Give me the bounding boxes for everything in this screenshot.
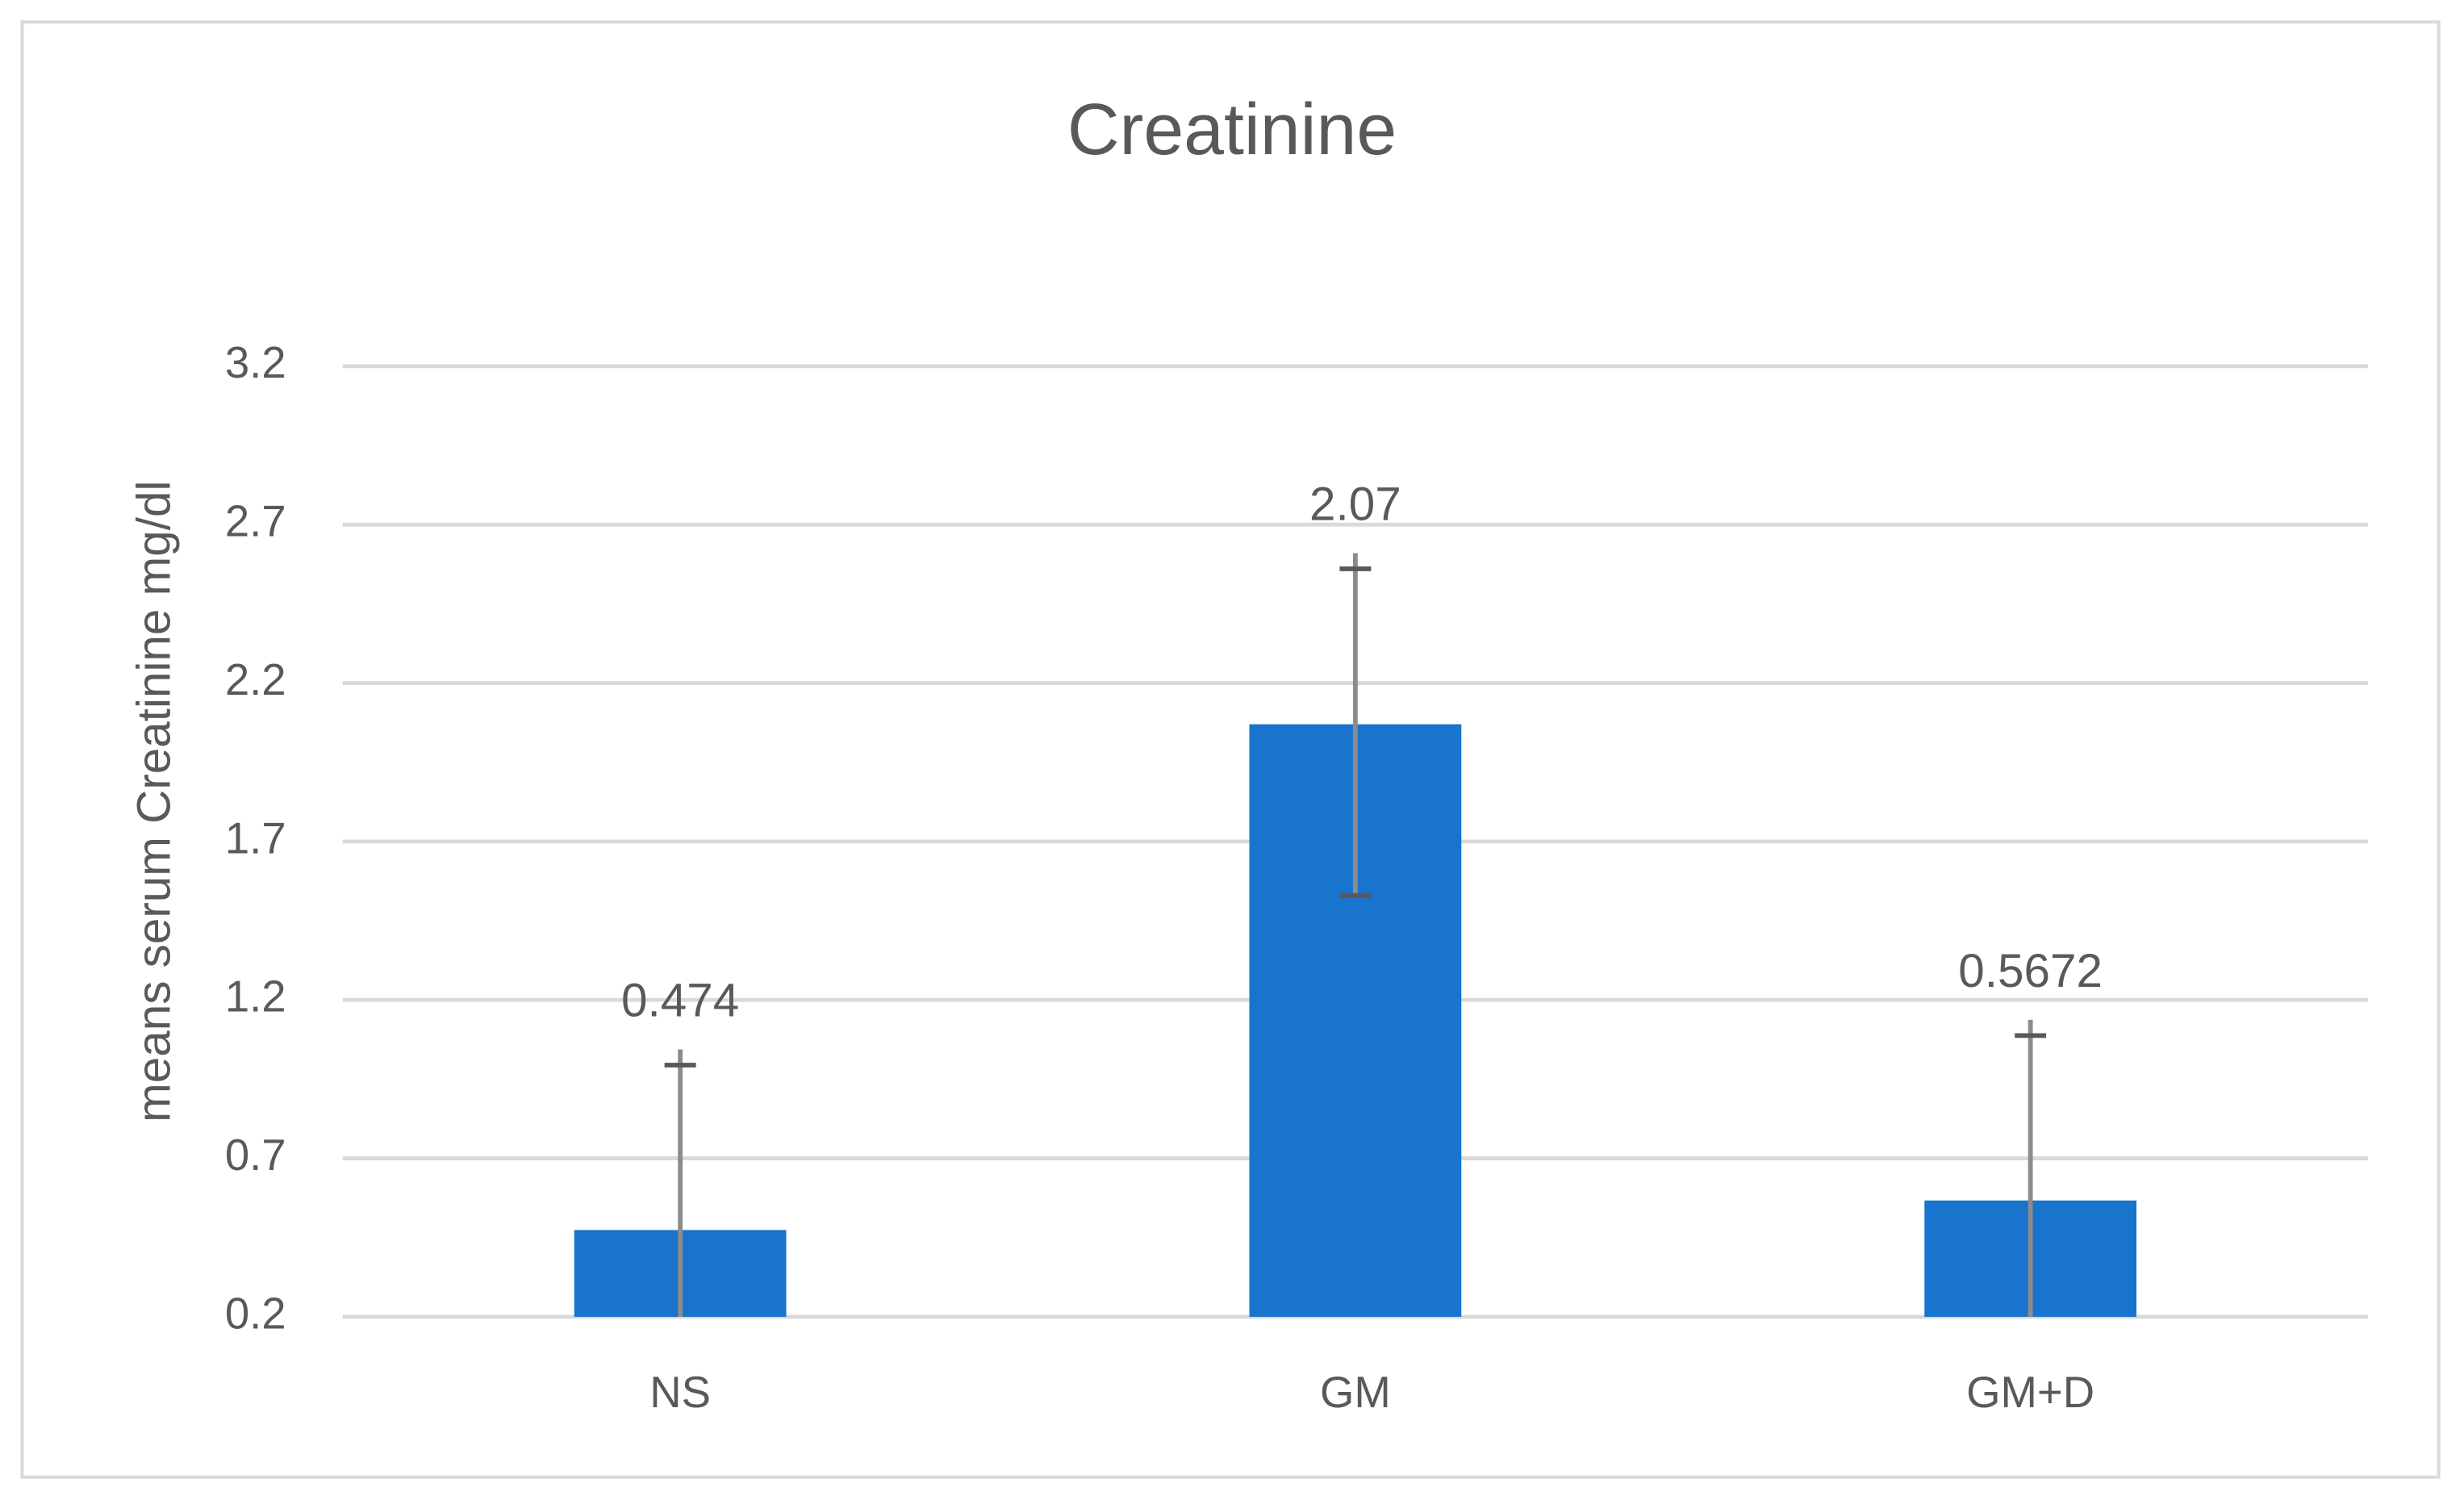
y-tick-label: 3.2 xyxy=(225,338,286,387)
y-tick-label: 2.7 xyxy=(225,497,286,546)
y-tick-label: 0.2 xyxy=(225,1289,286,1338)
y-tick-label: 2.2 xyxy=(225,655,286,704)
x-tick-label: NS xyxy=(649,1368,711,1417)
y-axis-label: means serum Creatinine mg/dl xyxy=(127,481,180,1122)
x-tick-label: GM+D xyxy=(1966,1368,2094,1417)
data-label: 0.474 xyxy=(621,974,739,1026)
y-tick-label: 0.7 xyxy=(225,1130,286,1180)
chart-title: Creatinine xyxy=(1067,89,1397,169)
plot-area xyxy=(574,553,2137,1317)
y-tick-label: 1.7 xyxy=(225,813,286,863)
x-tick-label: GM xyxy=(1320,1368,1391,1417)
data-label: 0.5672 xyxy=(1958,945,2103,997)
y-tick-label: 1.2 xyxy=(225,972,286,1022)
data-label: 2.07 xyxy=(1309,478,1401,530)
